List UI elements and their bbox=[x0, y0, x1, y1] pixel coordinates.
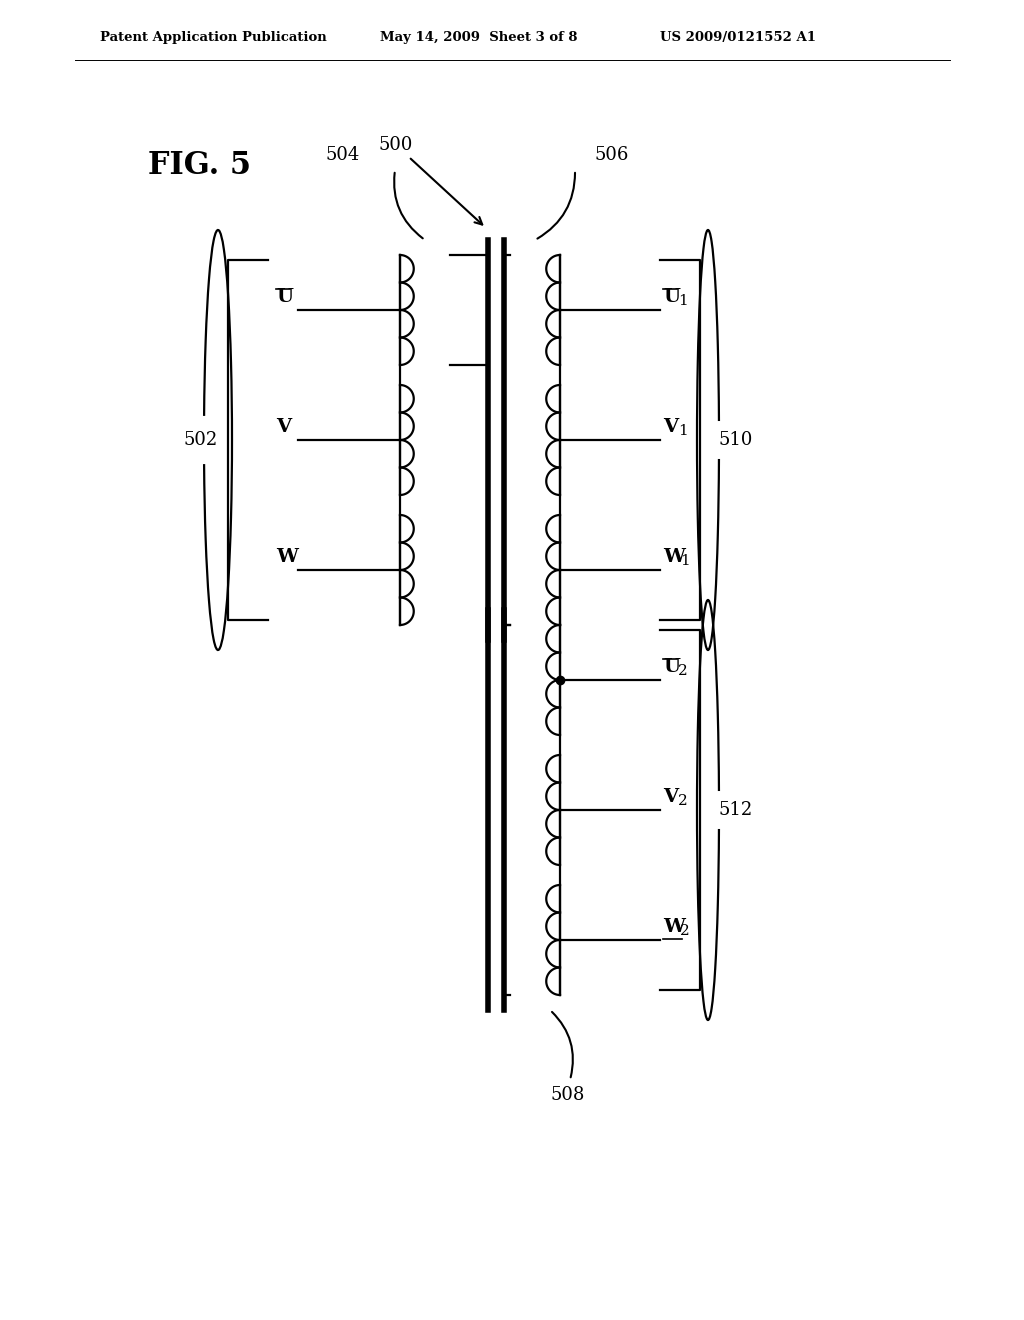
Text: 1: 1 bbox=[680, 554, 690, 568]
Text: 504: 504 bbox=[326, 147, 360, 164]
Text: 508: 508 bbox=[550, 1086, 585, 1104]
Text: 506: 506 bbox=[595, 147, 630, 164]
Text: U: U bbox=[276, 288, 293, 306]
Text: 2: 2 bbox=[680, 924, 690, 939]
Text: 2: 2 bbox=[678, 795, 688, 808]
Text: May 14, 2009  Sheet 3 of 8: May 14, 2009 Sheet 3 of 8 bbox=[380, 32, 578, 45]
Text: US 2009/0121552 A1: US 2009/0121552 A1 bbox=[660, 32, 816, 45]
Text: U: U bbox=[663, 288, 680, 306]
Text: Patent Application Publication: Patent Application Publication bbox=[100, 32, 327, 45]
Text: 500: 500 bbox=[379, 136, 482, 224]
Text: U: U bbox=[663, 657, 680, 676]
Text: 2: 2 bbox=[678, 664, 688, 678]
Text: W: W bbox=[276, 548, 298, 566]
Text: V: V bbox=[663, 418, 678, 436]
Text: V: V bbox=[276, 418, 291, 436]
Text: V: V bbox=[663, 788, 678, 807]
Text: 1: 1 bbox=[678, 424, 688, 438]
Text: W: W bbox=[663, 917, 685, 936]
Text: 1: 1 bbox=[678, 294, 688, 308]
Text: 512: 512 bbox=[718, 801, 753, 818]
Text: 510: 510 bbox=[718, 432, 753, 449]
Text: FIG. 5: FIG. 5 bbox=[148, 149, 251, 181]
Text: 502: 502 bbox=[183, 432, 218, 449]
Text: W: W bbox=[663, 548, 685, 566]
